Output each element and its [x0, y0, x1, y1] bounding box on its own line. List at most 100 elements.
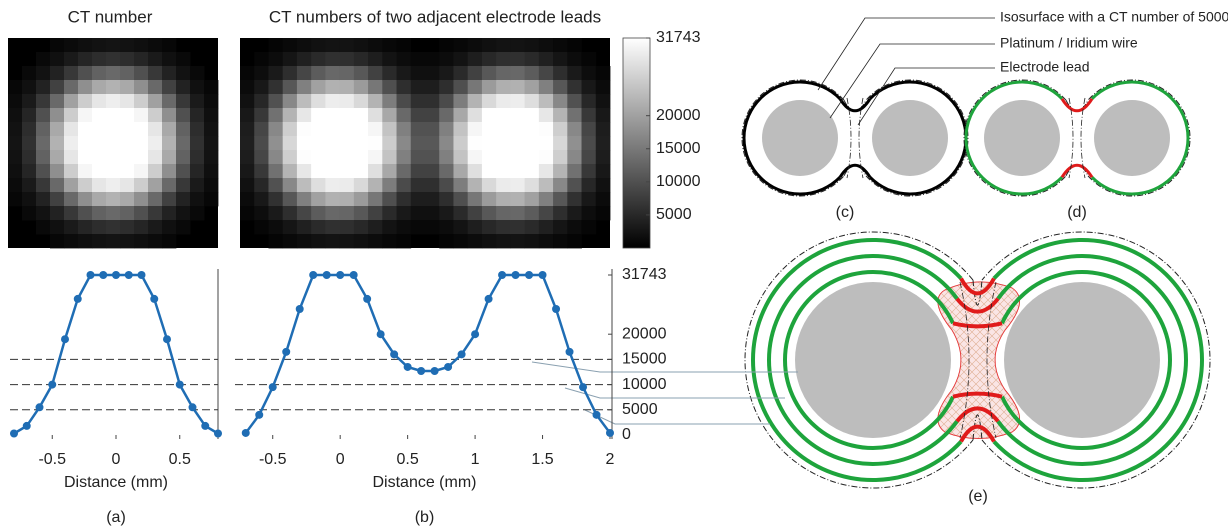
- heatmap-pixel: [22, 178, 36, 192]
- heatmap-pixel: [553, 234, 568, 248]
- heatmap-pixel: [340, 178, 355, 192]
- heatmap-pixel: [567, 108, 582, 122]
- data-point: [112, 271, 120, 279]
- heatmap-pixel: [340, 108, 355, 122]
- heatmap-pixel: [510, 122, 525, 136]
- heatmap-pixel: [368, 206, 383, 220]
- data-point: [163, 335, 171, 343]
- wire: [872, 100, 948, 176]
- heatmap-pixel: [340, 66, 355, 80]
- heatmap-pixel: [36, 80, 50, 94]
- heatmap-pixel: [368, 164, 383, 178]
- heatmap-pixel: [78, 220, 92, 234]
- heatmap-pixel: [553, 80, 568, 94]
- heatmap-pixel: [297, 234, 312, 248]
- heatmap-pixel: [92, 80, 106, 94]
- panel-label: (d): [1067, 204, 1087, 221]
- heatmap-pixel: [78, 178, 92, 192]
- heatmap-pixel: [120, 178, 134, 192]
- heatmap-pixel: [106, 136, 120, 150]
- heatmap-pixel: [354, 220, 369, 234]
- heatmap-pixel: [553, 150, 568, 164]
- heatmap-pixel: [268, 164, 283, 178]
- data-point: [309, 271, 317, 279]
- heatmap-pixel: [64, 164, 78, 178]
- heatmap-pixel: [340, 80, 355, 94]
- figure: Isosurface with a CT number of 5000 Plat…: [0, 0, 1228, 529]
- heatmap-pixel: [354, 164, 369, 178]
- x-tick-label: 0: [336, 451, 345, 468]
- heatmap-pixel: [553, 220, 568, 234]
- heatmap-pixel: [411, 150, 426, 164]
- heatmap-pixel: [283, 234, 298, 248]
- heatmap-pixel: [50, 122, 64, 136]
- y-tick-label: 10000: [622, 376, 667, 393]
- heatmap-pixel: [134, 108, 148, 122]
- heatmap-pixel: [368, 94, 383, 108]
- heatmap-pixel: [268, 136, 283, 150]
- heatmap-pixel: [311, 94, 326, 108]
- heatmap-pixel: [525, 66, 540, 80]
- heatmap-pixel: [482, 66, 497, 80]
- heatmap-pixel: [254, 206, 269, 220]
- colorbar-tick-label: 31743: [656, 29, 701, 46]
- data-point: [189, 403, 197, 411]
- heatmap-pixel: [176, 66, 190, 80]
- heatmap-pixel: [368, 108, 383, 122]
- heatmap-pixel: [240, 108, 255, 122]
- heatmap-pixel: [468, 220, 483, 234]
- heatmap-pixel: [382, 206, 397, 220]
- heatmap-pixel: [78, 234, 92, 248]
- heatmap-pixel: [468, 66, 483, 80]
- heatmap-pixel: [8, 94, 22, 108]
- heatmap-pixel: [596, 192, 611, 206]
- wire: [1094, 100, 1170, 176]
- heatmap-pixel: [582, 206, 597, 220]
- heatmap-pixel: [120, 136, 134, 150]
- heatmap-pixel: [78, 94, 92, 108]
- heatmap-pixel: [567, 80, 582, 94]
- heatmap-pixel: [120, 192, 134, 206]
- heatmap-pixel: [92, 178, 106, 192]
- heatmap-pixel: [510, 108, 525, 122]
- heatmap-pixel: [510, 80, 525, 94]
- heatmap-pixel: [453, 38, 468, 52]
- heatmap-pixel: [411, 122, 426, 136]
- heatmap-pixel: [254, 66, 269, 80]
- heatmap-pixel: [567, 122, 582, 136]
- heatmap-pixel: [134, 192, 148, 206]
- heatmap-pixel: [297, 178, 312, 192]
- heatmap-pixel: [148, 206, 162, 220]
- heatmap-pixel: [176, 150, 190, 164]
- heatmap-pixel: [283, 164, 298, 178]
- heatmap-pixel: [340, 234, 355, 248]
- heatmap-pixel: [162, 122, 176, 136]
- heatmap-pixel: [283, 66, 298, 80]
- heatmap-pixel: [254, 80, 269, 94]
- heatmap-pixel: [525, 52, 540, 66]
- heatmap-pixel: [411, 108, 426, 122]
- heatmap-pixel: [268, 52, 283, 66]
- heatmap-pixel: [268, 206, 283, 220]
- data-point: [350, 271, 358, 279]
- heatmap-pixel: [64, 136, 78, 150]
- heatmap-pixel: [553, 94, 568, 108]
- heatmap-pixel: [22, 150, 36, 164]
- heatmap-pixel: [92, 164, 106, 178]
- heatmap-pixel: [582, 94, 597, 108]
- heatmap-pixel: [106, 52, 120, 66]
- heatmap-pixel: [50, 136, 64, 150]
- chart-title: CT number: [68, 7, 153, 26]
- heatmap-pixel: [510, 206, 525, 220]
- heatmap-pixel: [553, 178, 568, 192]
- x-tick-label: -0.5: [38, 451, 66, 468]
- heatmap-pixel: [64, 66, 78, 80]
- heatmap-pixel: [240, 150, 255, 164]
- heatmap-pixel: [468, 164, 483, 178]
- heatmap-pixel: [50, 52, 64, 66]
- heatmap-pixel: [134, 206, 148, 220]
- heatmap-pixel: [50, 206, 64, 220]
- data-point: [87, 271, 95, 279]
- heatmap-pixel: [596, 122, 611, 136]
- heatmap-pixel: [468, 108, 483, 122]
